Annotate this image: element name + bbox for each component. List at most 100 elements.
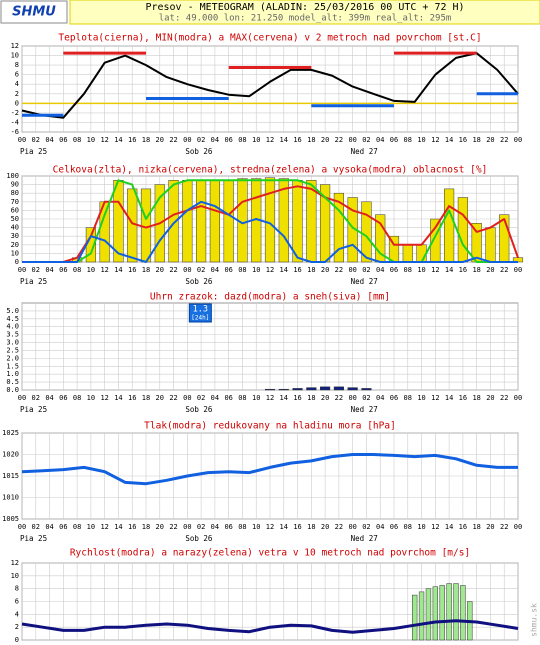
x-tick-label: 04 (376, 136, 384, 144)
bar (418, 591, 425, 641)
y-tick-label: 3.0 (6, 339, 19, 347)
x-tick-label: 18 (472, 523, 480, 531)
x-tick-label: 06 (59, 523, 67, 531)
x-tick-label: 06 (390, 523, 398, 531)
x-tick-label: 22 (169, 266, 177, 274)
header-bar (69, 0, 540, 25)
bar (460, 585, 466, 641)
y-tick-label: 100 (6, 172, 19, 180)
bar (306, 387, 317, 391)
x-tick-label: 00 (514, 523, 522, 531)
chart-title: Teplota(cierna), MIN(modra) a MAX(cerven… (58, 33, 481, 44)
day-label: Sob 26 (185, 534, 213, 543)
x-tick-label: 20 (156, 394, 164, 402)
x-tick-label: 18 (307, 394, 315, 402)
x-tick-label: 14 (280, 394, 288, 402)
y-tick-label: 2.0 (6, 354, 19, 362)
x-tick-label: 00 (18, 523, 26, 531)
y-tick-label: 5.0 (6, 307, 19, 315)
bar (439, 585, 445, 641)
x-tick-label: 10 (417, 523, 425, 531)
x-tick-label: 22 (335, 394, 343, 402)
x-tick-label: 12 (266, 136, 274, 144)
y-tick-label: 1.5 (6, 362, 19, 370)
line (21, 453, 518, 486)
bar (223, 180, 234, 263)
x-tick-label: 04 (45, 266, 53, 274)
y-tick-label: 1005 (2, 515, 19, 523)
x-tick-label: 08 (73, 394, 81, 402)
x-tick-label: 00 (183, 394, 191, 402)
x-tick-label: 10 (87, 394, 95, 402)
x-tick-label: 16 (459, 266, 467, 274)
y-tick-label: 4 (15, 80, 19, 88)
watermark: shmu.sk (530, 603, 539, 637)
x-tick-label: 10 (252, 523, 260, 531)
y-tick-label: 1.0 (6, 370, 19, 378)
x-tick-label: 14 (445, 266, 453, 274)
x-tick-label: 00 (514, 266, 522, 274)
x-tick-label: 16 (459, 394, 467, 402)
x-tick-label: 14 (445, 523, 453, 531)
bar (127, 188, 138, 263)
x-tick-label: 20 (486, 394, 494, 402)
x-tick-label: 04 (376, 266, 384, 274)
x-tick-label: 00 (514, 394, 522, 402)
logo-box (0, 0, 68, 24)
bar (140, 188, 152, 263)
y-tick-label: 80 (11, 189, 19, 197)
x-tick-label: 22 (169, 523, 177, 531)
annotation-box (188, 303, 212, 323)
x-tick-label: 10 (252, 394, 260, 402)
x-tick-label: 22 (500, 523, 508, 531)
x-tick-label: 14 (445, 394, 453, 402)
x-tick-label: 12 (100, 394, 108, 402)
x-tick-label: 16 (293, 523, 301, 531)
y-tick-label: 0.0 (6, 386, 19, 394)
x-tick-label: 06 (390, 394, 398, 402)
x-tick-label: 00 (348, 394, 356, 402)
x-tick-label: 06 (224, 523, 232, 531)
x-tick-label: 08 (238, 266, 246, 274)
day-label: Pia 25 (20, 534, 47, 543)
x-tick-label: 00 (348, 523, 356, 531)
y-tick-label: 40 (11, 224, 19, 232)
x-tick-label: 02 (362, 136, 370, 144)
bar (402, 244, 413, 263)
x-tick-label: 12 (431, 266, 439, 274)
y-tick-label: 6 (15, 598, 19, 606)
x-tick-label: 18 (142, 394, 150, 402)
x-tick-label: 00 (18, 136, 26, 144)
bar (264, 388, 276, 391)
y-tick-label: 4 (15, 610, 19, 618)
x-tick-label: 20 (321, 523, 329, 531)
y-tick-label: -2 (11, 109, 19, 117)
bar (320, 386, 331, 391)
x-tick-label: 22 (500, 266, 508, 274)
x-tick-label: 02 (32, 523, 40, 531)
x-tick-label: 14 (114, 394, 122, 402)
chart-title: Uhrn zrazok: dazd(modra) a sneh(siva) [m… (150, 292, 390, 303)
y-tick-label: 60 (11, 206, 19, 214)
x-tick-label: 18 (142, 136, 150, 144)
x-tick-label: 08 (238, 523, 246, 531)
x-tick-label: 16 (293, 266, 301, 274)
bar (306, 180, 317, 263)
x-tick-label: 22 (169, 394, 177, 402)
bar (333, 192, 344, 263)
x-tick-label: 08 (238, 136, 246, 144)
y-tick-label: -6 (11, 128, 19, 136)
x-tick-label: 12 (100, 136, 108, 144)
x-tick-label: 20 (321, 266, 329, 274)
x-tick-label: 16 (459, 523, 467, 531)
x-tick-label: 00 (183, 523, 191, 531)
y-tick-label: 2 (15, 623, 19, 631)
x-tick-label: 22 (335, 266, 343, 274)
y-tick-label: 3.5 (6, 331, 19, 339)
chart-title: Tlak(modra) redukovany na hladinu mora [… (144, 421, 396, 432)
day-label: Sob 26 (185, 147, 213, 156)
x-tick-label: 10 (87, 136, 95, 144)
x-tick-label: 10 (417, 394, 425, 402)
x-tick-label: 04 (211, 394, 219, 402)
x-tick-label: 10 (417, 266, 425, 274)
